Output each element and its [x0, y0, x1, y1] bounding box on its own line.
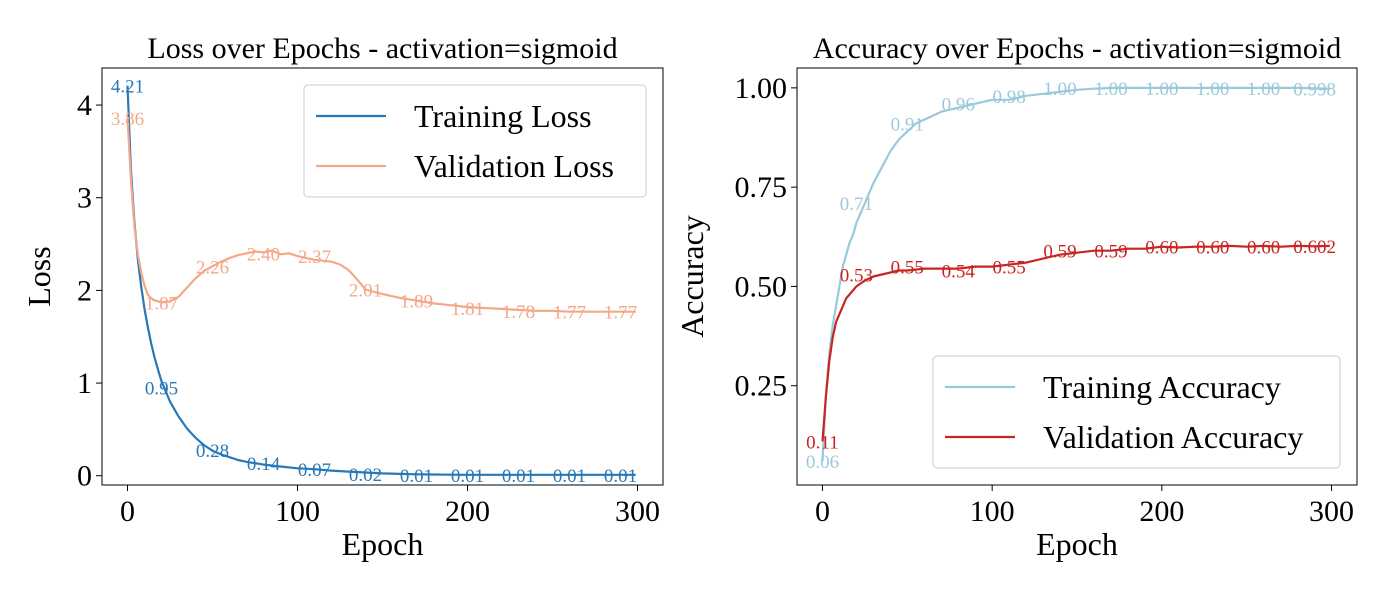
- legend-entry-label: Training Loss: [414, 98, 592, 134]
- x-tick-label: 100: [970, 495, 1015, 528]
- y-tick-label: 2: [77, 274, 92, 307]
- chart-title: Accuracy over Epochs - activation=sigmoi…: [813, 32, 1341, 65]
- data-label: 0.60: [1145, 238, 1178, 259]
- legend: Training Loss Validation Loss: [303, 84, 647, 198]
- data-label: 1.77: [604, 303, 637, 324]
- data-label: 0.60: [1196, 238, 1229, 259]
- data-label: 1.00: [1145, 79, 1178, 100]
- data-label: 1.00: [1247, 79, 1280, 100]
- data-label: 0.91: [891, 115, 924, 136]
- data-label: 0.01: [451, 466, 484, 487]
- y-tick-label: 0.50: [735, 270, 788, 303]
- x-tick-label: 0: [815, 495, 830, 528]
- series-line-validation-accuracy: [821, 244, 1330, 442]
- data-label: 2.40: [247, 244, 280, 265]
- chart-title: Loss over Epochs - activation=sigmoid: [147, 32, 617, 65]
- y-axis-label: Accuracy: [674, 215, 710, 338]
- data-label: 1.00: [1043, 79, 1076, 100]
- data-label: 1.87: [145, 293, 178, 314]
- plot-frame: [101, 67, 664, 486]
- y-tick-label: 0.25: [735, 370, 788, 403]
- x-axis-label: Epoch: [1036, 526, 1118, 562]
- data-label: 2.01: [349, 280, 382, 301]
- x-tick-label: 200: [1139, 495, 1184, 528]
- data-label: 3.86: [111, 109, 144, 130]
- x-tick-label: 300: [1309, 495, 1354, 528]
- y-axis-label: Loss: [21, 246, 57, 306]
- accuracy-chart: Accuracy over Epochs - activation=sigmoi…: [674, 32, 1358, 562]
- legend-box: [303, 84, 647, 198]
- data-label: 2.37: [298, 247, 331, 268]
- loss-chart: Loss over Epochs - activation=sigmoid4.2…: [21, 32, 664, 562]
- legend-entry-label: Training Accuracy: [1043, 369, 1281, 405]
- x-tick-label: 0: [120, 495, 135, 528]
- x-tick-label: 200: [445, 495, 490, 528]
- plot-frame: [796, 67, 1358, 486]
- data-label: 0.60: [1247, 238, 1280, 259]
- series-line-training-accuracy: [821, 86, 1330, 462]
- y-tick-label: 0: [77, 460, 92, 493]
- data-label: 1.00: [1196, 79, 1229, 100]
- series-lines: [126, 85, 636, 476]
- data-label: 0.01: [553, 466, 586, 487]
- y-tick-label: 0.75: [735, 171, 788, 204]
- legend-box: [932, 355, 1341, 469]
- data-label: 0.55: [891, 258, 924, 279]
- data-label: 0.07: [298, 460, 331, 481]
- x-axis-label: Epoch: [342, 526, 424, 562]
- data-label: 0.01: [400, 466, 433, 487]
- data-label: 0.95: [145, 379, 178, 400]
- data-label: 1.89: [400, 292, 433, 313]
- y-tick-label: 3: [77, 182, 92, 215]
- data-label: 0.28: [196, 441, 229, 462]
- series-lines: [821, 86, 1330, 462]
- data-label: 2.26: [196, 257, 229, 278]
- data-label: 1.77: [553, 303, 586, 324]
- data-label: 0.06: [806, 452, 839, 473]
- data-label: 0.54: [942, 262, 976, 283]
- data-label: 0.01: [604, 466, 637, 487]
- data-label: 0.96: [942, 95, 975, 116]
- data-label: 0.59: [1043, 242, 1076, 263]
- data-label: 0.98: [992, 87, 1025, 108]
- data-label: 0.53: [840, 266, 873, 287]
- data-label: 1.78: [502, 302, 535, 323]
- legend-entry-label: Validation Accuracy: [1043, 419, 1303, 455]
- y-tick-label: 1: [77, 367, 92, 400]
- data-label: 0.02: [349, 465, 382, 486]
- y-tick-label: 4: [77, 89, 92, 122]
- series-line-training-loss: [126, 85, 636, 476]
- data-label: 1.81: [451, 299, 484, 320]
- data-label: 4.21: [111, 77, 144, 98]
- data-label: 0.11: [806, 432, 839, 453]
- data-label: 0.71: [840, 194, 873, 215]
- data-label: 0.59: [1094, 242, 1127, 263]
- data-label: 1.00: [1094, 79, 1127, 100]
- y-tick-label: 1.00: [735, 72, 788, 105]
- data-label: 0.14: [247, 454, 281, 475]
- x-tick-label: 300: [615, 495, 660, 528]
- series-line-validation-loss: [126, 117, 636, 313]
- data-label: 0.998: [1293, 80, 1336, 101]
- x-tick-label: 100: [275, 495, 320, 528]
- legend: Training Accuracy Validation Accuracy: [932, 355, 1341, 469]
- data-label: 0.55: [992, 258, 1025, 279]
- data-label: 0.01: [502, 466, 535, 487]
- legend-entry-label: Validation Loss: [414, 148, 614, 184]
- data-label: 0.602: [1293, 237, 1336, 258]
